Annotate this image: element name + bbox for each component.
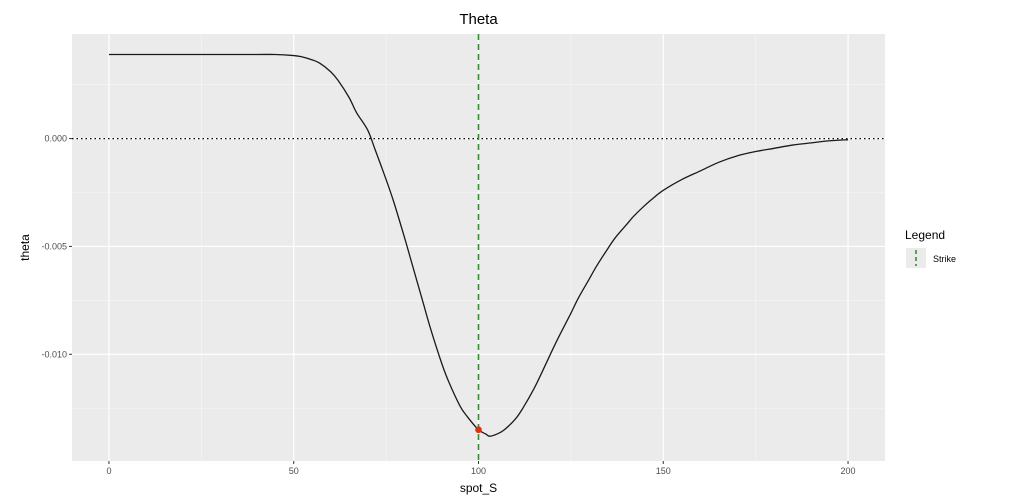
strike-point	[475, 426, 482, 434]
theta-curve	[108, 53, 849, 437]
x-tick-label: 150	[656, 466, 671, 476]
chart-title: Theta	[459, 11, 498, 28]
legend: Legend Strike	[905, 228, 956, 268]
y-tick-label: -0.005	[41, 241, 67, 251]
x-tick-label: 50	[289, 466, 299, 476]
x-tick-label: 100	[471, 466, 486, 476]
y-axis-ticks: 0.000 -0.005 -0.010	[41, 134, 72, 359]
legend-entry-label: Strike	[933, 254, 956, 264]
x-axis-title: spot_S	[460, 481, 497, 495]
y-axis-title: theta	[18, 234, 32, 261]
x-axis-ticks: 0 50 100 150 200	[106, 461, 856, 476]
y-tick-label: -0.010	[41, 349, 67, 359]
y-tick-label: 0.000	[44, 134, 67, 144]
x-tick-label: 200	[841, 466, 856, 476]
x-tick-label: 0	[106, 466, 111, 476]
legend-title: Legend	[905, 228, 945, 242]
